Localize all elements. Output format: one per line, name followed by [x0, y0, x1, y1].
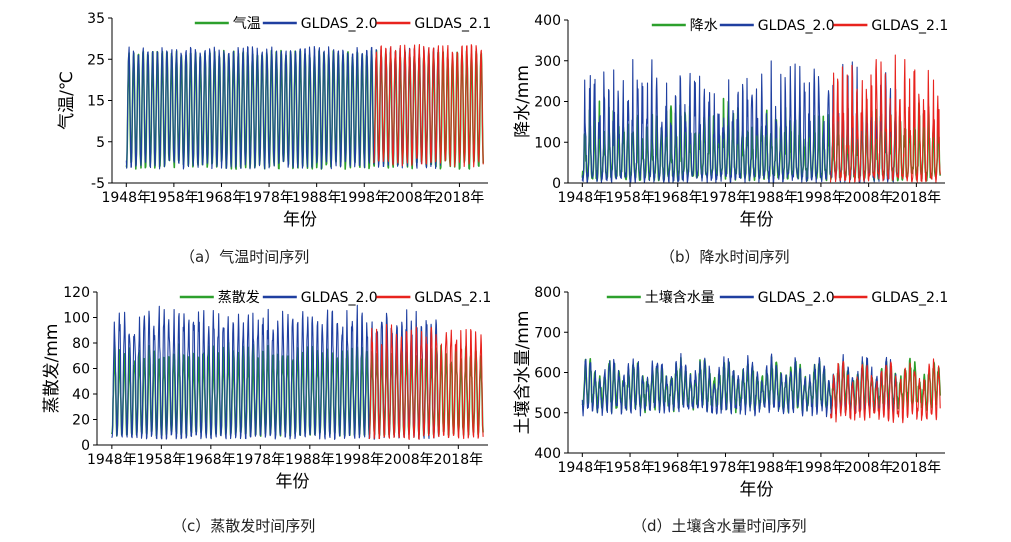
y-tick-label: 120	[63, 285, 90, 301]
x-axis-title: 年份	[276, 472, 310, 492]
series-line-c-1	[111, 304, 440, 440]
x-tick-label: 1988年	[748, 190, 798, 206]
caption-d: （d）土壤含水量时间序列	[632, 517, 807, 535]
series-line-a-2	[373, 43, 484, 168]
panel-c: 0 20 40 60 80 100 120 1948年 1958年 1968年 1978年 1988年…	[0, 275, 505, 505]
x-axis-title: 年份	[740, 480, 774, 500]
y-axis-title: 降水/mm	[513, 65, 533, 138]
legend-label-1: GLDAS_2.0	[758, 18, 835, 34]
x-tick-label: 1988年	[748, 460, 798, 476]
legend-label-0: 土壤含水量	[645, 289, 715, 306]
x-tick-label: 1998年	[796, 190, 846, 206]
legend-label-2: GLDAS_2.1	[414, 16, 491, 32]
x-tick-label: 2008年	[844, 460, 894, 476]
legend-label-1: GLDAS_2.0	[758, 290, 835, 306]
series-line-d-2	[829, 358, 941, 424]
y-tick-label: -5	[91, 176, 105, 192]
y-tick-label: 800	[534, 285, 561, 301]
chart-b: 0 100 200 300 400 1948年1958年1968年1978年1988年19…	[513, 13, 948, 230]
x-tick-label: 1998年	[339, 190, 389, 206]
y-tick-label: 500	[534, 406, 561, 422]
chart-c: 0 20 40 60 80 100 120 1948年 1958年 1968年 1978年 1988年…	[42, 285, 491, 492]
x-tick-label: 2018年	[435, 190, 485, 206]
x-tick-label: 1948年	[101, 190, 151, 206]
legend-label-0: 降水	[690, 18, 718, 34]
y-tick-label: 25	[87, 52, 105, 68]
x-axis-title: 年份	[740, 210, 774, 230]
x-tick-label: 2018年	[892, 190, 942, 206]
y-tick-label: 0	[81, 438, 90, 454]
y-tick-label: 80	[72, 336, 90, 352]
x-tick-label: 1988年	[292, 190, 342, 206]
y-tick-label: 400	[534, 446, 561, 462]
x-tick-label: 1998年	[334, 452, 384, 468]
caption-c: （c）蒸散发时间序列	[172, 517, 316, 535]
x-tick-label: 1978年	[701, 460, 751, 476]
x-tick-label: 1978年	[244, 190, 294, 206]
x-tick-label: 2018年	[433, 452, 483, 468]
x-tick-label: 1988年	[285, 452, 335, 468]
x-tick-label: 1948年	[87, 452, 137, 468]
x-tick-label: 1998年	[796, 460, 846, 476]
x-tick-label: 1978年	[701, 190, 751, 206]
x-tick-label: 1978年	[236, 452, 286, 468]
series-line-b-2	[829, 54, 941, 183]
x-tick-label: 1948年	[557, 190, 607, 206]
x-tick-label: 1968年	[197, 190, 247, 206]
legend-label-0: 气温	[233, 16, 261, 32]
y-tick-label: 300	[534, 54, 561, 70]
legend-label-0: 蒸散发	[218, 290, 260, 306]
x-tick-label: 1968年	[653, 460, 703, 476]
panel-b: 0 100 200 300 400 1948年 1958年 1968年 1978年 1988年 19…	[505, 0, 1011, 240]
series-line-a-1	[125, 45, 441, 170]
x-tick-label: 2008年	[384, 452, 434, 468]
caption-b: （b）降水时间序列	[660, 248, 790, 266]
x-tick-label: 1968年	[186, 452, 236, 468]
y-tick-label: 200	[534, 95, 561, 111]
y-tick-label: 100	[63, 311, 90, 327]
y-tick-label: 0	[552, 176, 561, 192]
series-line-b-1	[581, 59, 898, 184]
y-tick-label: 40	[72, 387, 90, 403]
y-tick-label: 5	[96, 135, 105, 151]
y-tick-label: 20	[72, 413, 90, 429]
x-tick-label: 2008年	[844, 190, 894, 206]
x-tick-label: 1948年	[557, 460, 607, 476]
caption-a: （a）气温时间序列	[180, 248, 310, 266]
x-tick-label: 1958年	[605, 460, 655, 476]
x-tick-label: 1958年	[149, 190, 199, 206]
series-line-c-2	[368, 324, 484, 440]
x-tick-label: 2008年	[387, 190, 437, 206]
y-tick-label: 600	[534, 366, 561, 382]
y-tick-label: 35	[87, 11, 105, 27]
legend-label-1: GLDAS_2.0	[301, 290, 378, 306]
y-tick-label: 100	[534, 135, 561, 151]
y-tick-label: 15	[87, 94, 105, 110]
x-tick-label: 1958年	[605, 190, 655, 206]
legend-label-1: GLDAS_2.0	[301, 16, 378, 32]
chart-d: 400 500 600 700 800 1948年1958年1968年1978年1988年…	[512, 285, 948, 500]
y-axis-title: 土壤含水量/mm	[512, 311, 533, 435]
legend-label-2: GLDAS_2.1	[414, 290, 491, 306]
x-tick-label: 2018年	[892, 460, 942, 476]
y-axis-title: 蒸散发/mm	[42, 324, 62, 414]
legend-label-2: GLDAS_2.1	[871, 18, 948, 34]
y-tick-label: 60	[72, 362, 90, 378]
chart-a: -551525351948年1958年1968年1978年1988年1998年2…	[57, 11, 491, 230]
x-axis-title: 年份	[283, 210, 317, 230]
y-tick-label: 700	[534, 325, 561, 341]
x-tick-label: 1968年	[653, 190, 703, 206]
x-tick-label: 1958年	[137, 452, 187, 468]
legend-label-2: GLDAS_2.1	[871, 290, 948, 306]
y-tick-label: 400	[534, 13, 561, 29]
panel-d: 400 500 600 700 800 1948年 1958年 1968年 1978年 1988年…	[505, 275, 1011, 505]
panel-a: -5 5 15 25 35 1948年 1958年 1968年 1978年 1988年 1998年 2…	[0, 0, 505, 240]
y-axis-title: 气温/℃	[57, 71, 77, 130]
